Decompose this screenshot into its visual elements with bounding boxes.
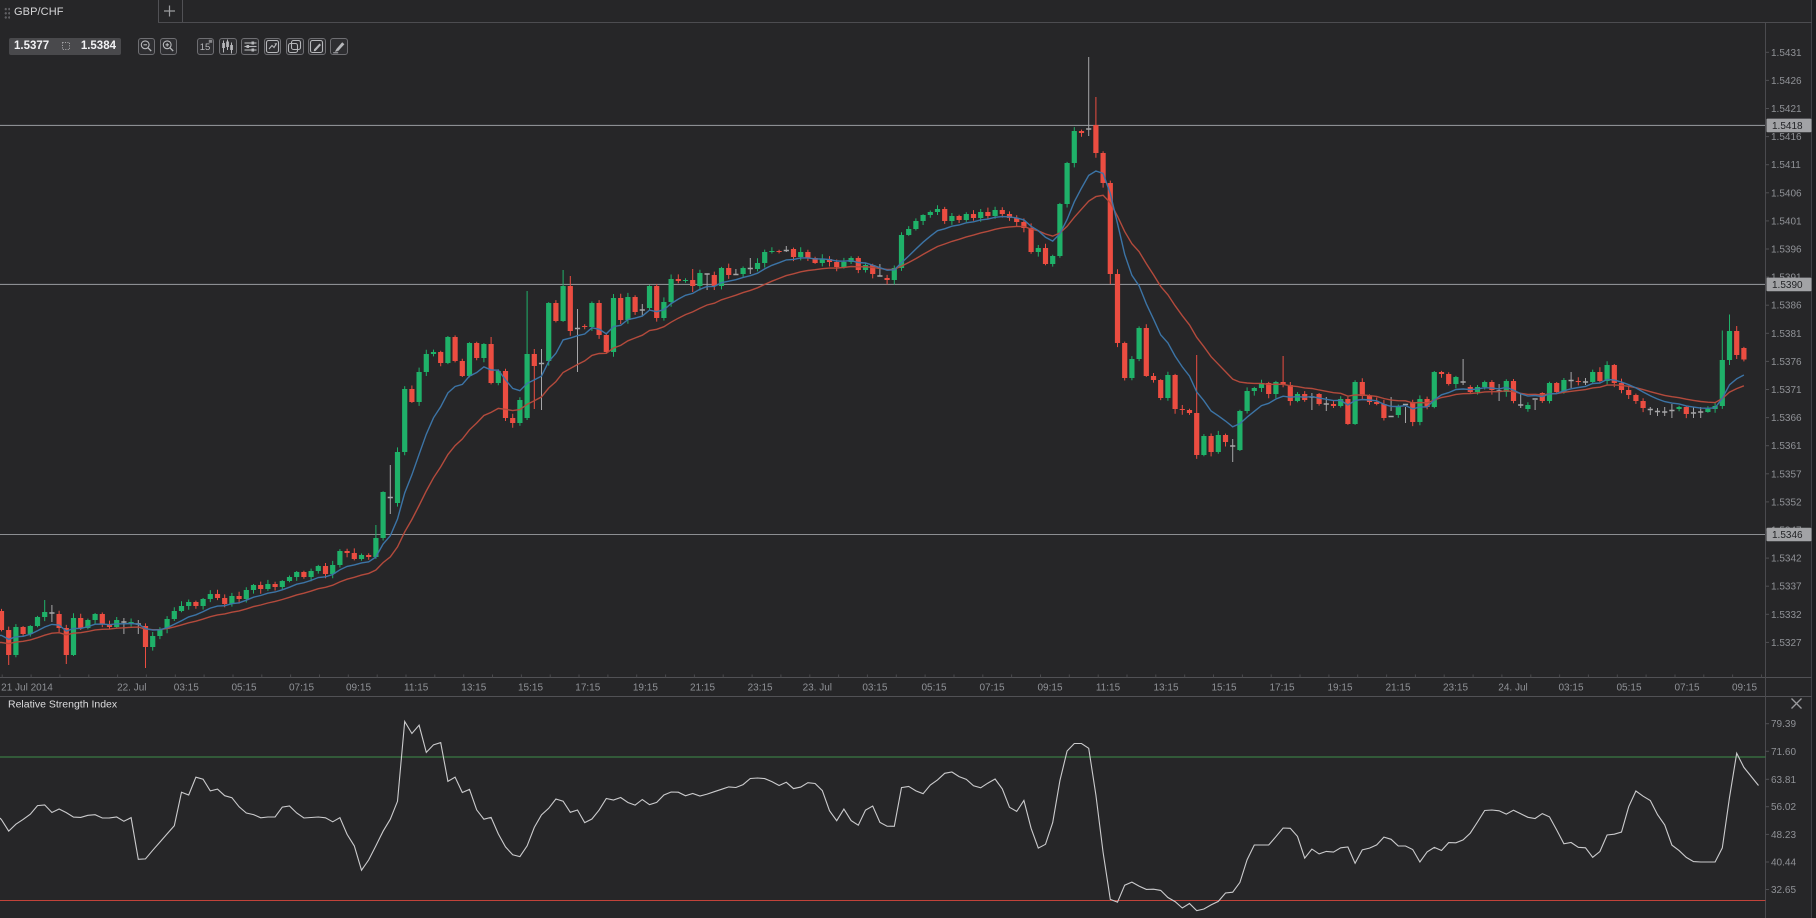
svg-text:1.5376: 1.5376 bbox=[1771, 357, 1802, 368]
svg-text:32.65: 32.65 bbox=[1771, 885, 1796, 896]
svg-text:1.5431: 1.5431 bbox=[1771, 48, 1802, 59]
svg-text:22. Jul: 22. Jul bbox=[117, 683, 146, 694]
svg-text:19:15: 19:15 bbox=[1327, 683, 1352, 694]
svg-text:07:15: 07:15 bbox=[979, 683, 1004, 694]
svg-text:1.5381: 1.5381 bbox=[1771, 329, 1802, 340]
svg-text:21 Jul 2014: 21 Jul 2014 bbox=[1, 683, 53, 694]
svg-text:24. Jul: 24. Jul bbox=[1498, 683, 1527, 694]
svg-text:1.5421: 1.5421 bbox=[1771, 104, 1802, 115]
svg-text:09:15: 09:15 bbox=[1037, 683, 1062, 694]
svg-text:05:15: 05:15 bbox=[231, 683, 256, 694]
svg-text:1.5357: 1.5357 bbox=[1771, 469, 1802, 480]
svg-text:21:15: 21:15 bbox=[690, 683, 715, 694]
svg-text:1.5346: 1.5346 bbox=[1772, 530, 1803, 541]
svg-text:15: 15 bbox=[200, 42, 211, 53]
svg-text:17:15: 17:15 bbox=[575, 683, 600, 694]
svg-text:1.5418: 1.5418 bbox=[1772, 121, 1803, 132]
svg-text:15:15: 15:15 bbox=[518, 683, 543, 694]
svg-text:07:15: 07:15 bbox=[289, 683, 314, 694]
svg-text:Relative Strength Index: Relative Strength Index bbox=[8, 699, 118, 711]
svg-text:71.60: 71.60 bbox=[1771, 747, 1796, 758]
svg-text:1.5386: 1.5386 bbox=[1771, 301, 1802, 312]
svg-text:1.5426: 1.5426 bbox=[1771, 76, 1802, 87]
svg-text:23:15: 23:15 bbox=[1443, 683, 1468, 694]
svg-text:19:15: 19:15 bbox=[633, 683, 658, 694]
svg-text:11:15: 11:15 bbox=[1096, 683, 1121, 694]
svg-text:1.5406: 1.5406 bbox=[1771, 188, 1802, 199]
svg-text:03:15: 03:15 bbox=[174, 683, 199, 694]
svg-text:48.23: 48.23 bbox=[1771, 830, 1796, 841]
svg-text:1.5411: 1.5411 bbox=[1771, 160, 1801, 171]
svg-text:1.5366: 1.5366 bbox=[1771, 413, 1802, 424]
svg-text:09:15: 09:15 bbox=[1732, 683, 1757, 694]
svg-text:56.02: 56.02 bbox=[1771, 802, 1796, 813]
svg-text:05:15: 05:15 bbox=[921, 683, 946, 694]
svg-text:1.5342: 1.5342 bbox=[1771, 554, 1802, 565]
svg-text:03:15: 03:15 bbox=[1558, 683, 1583, 694]
svg-text:1.5327: 1.5327 bbox=[1771, 638, 1802, 649]
svg-text:13:15: 13:15 bbox=[461, 683, 486, 694]
svg-text:17:15: 17:15 bbox=[1269, 683, 1294, 694]
svg-text:05:15: 05:15 bbox=[1616, 683, 1641, 694]
svg-text:23. Jul: 23. Jul bbox=[803, 683, 832, 694]
svg-text:40.44: 40.44 bbox=[1771, 858, 1796, 869]
svg-text:63.81: 63.81 bbox=[1771, 775, 1796, 786]
svg-text:1.5337: 1.5337 bbox=[1771, 582, 1802, 593]
svg-text:79.39: 79.39 bbox=[1771, 719, 1796, 730]
svg-text:07:15: 07:15 bbox=[1674, 683, 1699, 694]
svg-text:1.5361: 1.5361 bbox=[1771, 441, 1802, 452]
svg-text:1.5401: 1.5401 bbox=[1771, 216, 1802, 227]
svg-text:1.5416: 1.5416 bbox=[1771, 132, 1802, 143]
svg-text:21:15: 21:15 bbox=[1385, 683, 1410, 694]
svg-text:13:15: 13:15 bbox=[1153, 683, 1178, 694]
svg-text:23:15: 23:15 bbox=[748, 683, 773, 694]
svg-text:1.5352: 1.5352 bbox=[1771, 497, 1802, 508]
svg-text:1.5396: 1.5396 bbox=[1771, 245, 1802, 256]
svg-text:1.5332: 1.5332 bbox=[1771, 610, 1802, 621]
svg-text:15:15: 15:15 bbox=[1211, 683, 1236, 694]
svg-text:1.5371: 1.5371 bbox=[1771, 385, 1802, 396]
svg-text:03:15: 03:15 bbox=[862, 683, 887, 694]
svg-text:1.5390: 1.5390 bbox=[1772, 280, 1803, 291]
svg-text:11:15: 11:15 bbox=[404, 683, 429, 694]
svg-text:09:15: 09:15 bbox=[346, 683, 371, 694]
